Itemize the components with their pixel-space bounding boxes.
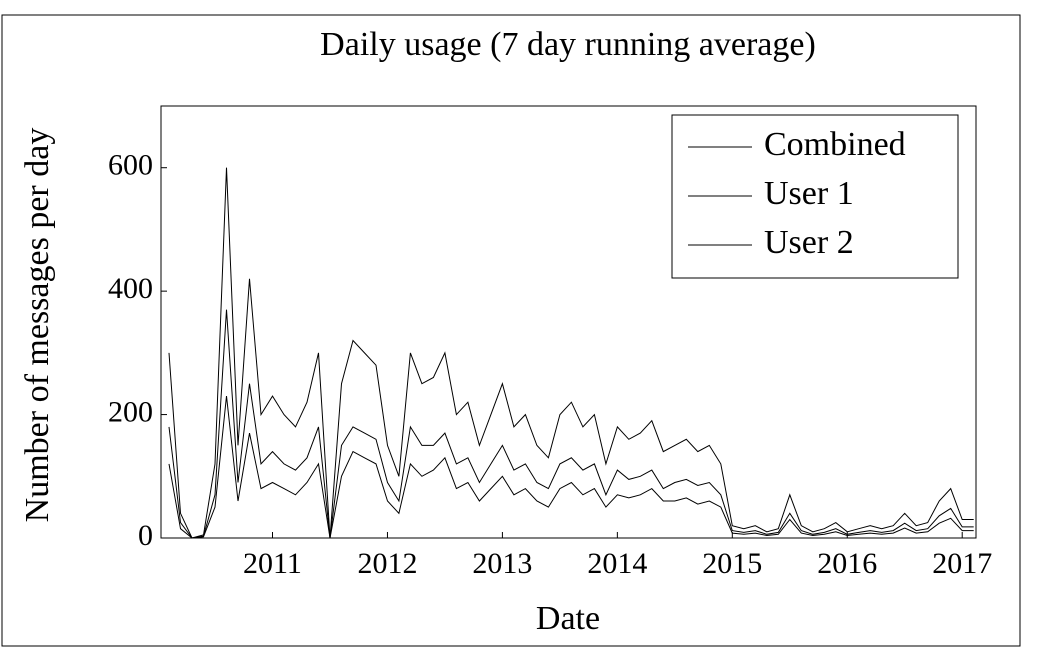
y-tick-label: 400 — [108, 272, 153, 305]
y-tick-label: 600 — [108, 149, 153, 182]
legend-label: User 2 — [764, 224, 854, 261]
series-line — [168, 309, 974, 539]
y-tick-label: 0 — [138, 519, 153, 552]
x-tick-label: 2016 — [817, 547, 877, 580]
figure-border — [1, 14, 1021, 647]
y-axis-label: Number of messages per day — [19, 128, 56, 523]
x-tick-label: 2013 — [472, 547, 532, 580]
plot-frame — [160, 105, 977, 539]
series-line — [168, 396, 974, 539]
legend-label: User 1 — [764, 175, 854, 212]
x-tick-label: 2011 — [243, 547, 302, 580]
x-tick-label: 2012 — [357, 547, 417, 580]
series-line — [168, 167, 974, 539]
x-axis-label: Date — [536, 600, 600, 637]
x-tick-label: 2017 — [932, 547, 992, 580]
x-tick-label: 2015 — [702, 547, 762, 580]
legend-label: Combined — [764, 126, 906, 163]
y-tick-label: 200 — [108, 395, 153, 428]
chart-title: Daily usage (7 day running average) — [320, 26, 816, 63]
x-tick-label: 2014 — [587, 547, 647, 580]
